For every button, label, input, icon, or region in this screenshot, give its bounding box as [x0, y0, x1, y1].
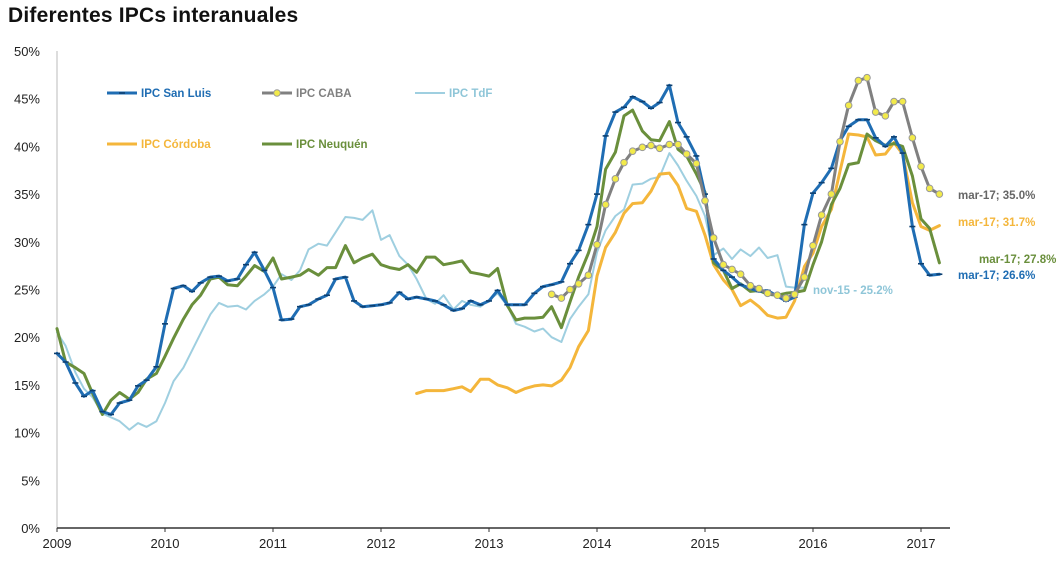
series-ipc-c-rdoba	[415, 132, 941, 395]
data-point	[800, 273, 809, 281]
legend-item-ipc-tdf: IPC TdF	[415, 88, 492, 100]
annotation-label: nov-15 - 25.2%	[813, 285, 893, 297]
y-tick-label: 20%	[14, 330, 40, 345]
data-point	[584, 271, 593, 279]
series-ipc-san-luis	[54, 83, 943, 416]
data-point	[854, 76, 863, 85]
data-point	[701, 196, 709, 205]
x-axis: 2009 2010 2011 2012 2013 2014 2015 2016 2017	[43, 527, 950, 551]
series-line	[415, 132, 941, 395]
data-point	[736, 270, 745, 279]
annotation-label: mar-17; 35.0%	[958, 190, 1035, 202]
x-tick-label: 2016	[799, 536, 828, 551]
data-point	[611, 175, 620, 183]
data-point	[574, 279, 583, 288]
data-point	[728, 265, 736, 274]
data-point	[557, 294, 566, 302]
series-line	[550, 76, 941, 300]
legend-item-ipc-caba: IPC CABA	[262, 88, 352, 100]
data-point	[601, 200, 610, 209]
y-tick-label: 50%	[14, 44, 40, 59]
y-tick-label: 0%	[21, 521, 40, 536]
x-tick-label: 2014	[583, 536, 612, 551]
series-ipc-tdf	[56, 152, 806, 431]
legend-item-ipc-neuqu-n: IPC Neuquén	[262, 139, 368, 151]
data-point	[863, 73, 871, 82]
data-point	[593, 240, 601, 249]
data-point	[908, 134, 917, 142]
y-tick-label: 5%	[21, 473, 40, 488]
data-point	[709, 234, 718, 242]
data-point	[935, 190, 944, 198]
data-point	[566, 285, 574, 294]
data-point	[746, 281, 755, 290]
legend-item-ipc-c-rdoba: IPC Córdoba	[107, 139, 211, 151]
series-layer	[54, 73, 944, 431]
legend-label: IPC CABA	[296, 88, 352, 100]
y-tick-label: 25%	[14, 283, 40, 298]
series-ipc-caba	[547, 73, 944, 302]
legend-label: IPC Córdoba	[141, 139, 211, 151]
series-line	[55, 83, 941, 416]
data-point	[682, 150, 691, 158]
data-point	[773, 291, 782, 300]
data-point	[836, 137, 844, 146]
data-point	[881, 112, 890, 120]
y-tick-label: 45%	[14, 92, 40, 107]
legend-label: IPC San Luis	[141, 88, 211, 100]
data-point	[674, 140, 682, 149]
data-point	[809, 241, 817, 250]
y-tick-label: 15%	[14, 378, 40, 393]
data-point	[628, 147, 637, 155]
y-tick-label: 30%	[14, 235, 40, 250]
legend: IPC San Luis IPC CABA IPC TdF IPC Córdoba IP…	[107, 88, 492, 151]
legend-label: IPC Neuquén	[296, 139, 368, 151]
data-point	[692, 159, 701, 168]
legend-marker	[273, 89, 281, 97]
annotation-label: mar-17; 26.6%	[958, 270, 1035, 282]
data-point	[917, 162, 925, 171]
data-point	[763, 289, 772, 298]
data-point	[620, 158, 628, 167]
data-point	[655, 144, 664, 153]
x-tick-label: 2017	[907, 536, 936, 551]
annotation-label: mar-17; 31.7%	[958, 217, 1035, 229]
x-tick-label: 2013	[475, 536, 504, 551]
data-point	[719, 260, 728, 269]
legend-item-ipc-san-luis: IPC San Luis	[107, 88, 211, 100]
x-tick-label: 2011	[259, 536, 287, 551]
data-point	[547, 290, 556, 299]
y-tick-label: 40%	[14, 139, 40, 154]
data-point	[817, 211, 826, 219]
data-point	[638, 143, 647, 152]
data-point	[782, 294, 790, 302]
series-line	[56, 152, 806, 431]
x-tick-label: 2015	[691, 536, 720, 551]
annotations: mar-17; 35.0% mar-17; 31.7% mar-17; 27.8% m…	[813, 190, 1056, 297]
x-tick-label: 2009	[43, 536, 72, 551]
data-point	[898, 97, 907, 106]
data-point	[844, 101, 853, 110]
data-point	[925, 184, 934, 193]
data-point	[665, 140, 674, 149]
data-point	[755, 284, 763, 293]
legend-label: IPC TdF	[449, 88, 492, 100]
annotation-label: mar-17; 27.8%	[979, 254, 1056, 266]
y-tick-label: 35%	[14, 187, 40, 202]
data-point	[790, 290, 799, 299]
y-axis: 0% 5% 10% 15% 20% 25% 30% 35% 40% 45% 50%	[14, 44, 58, 536]
data-point	[890, 97, 898, 106]
y-tick-label: 10%	[14, 426, 40, 441]
data-point	[827, 190, 836, 198]
x-tick-label: 2010	[151, 536, 180, 551]
x-tick-label: 2012	[367, 536, 396, 551]
data-point	[647, 141, 655, 150]
chart-title: Diferentes IPCs interanuales	[8, 4, 299, 27]
data-point	[871, 108, 880, 116]
